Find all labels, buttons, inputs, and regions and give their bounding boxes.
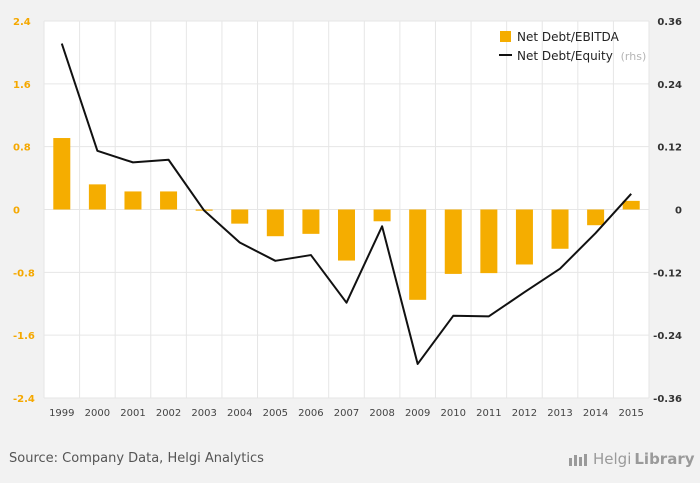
bar-1999 xyxy=(53,138,71,210)
bar-2011 xyxy=(480,209,498,274)
x-tick-label: 2005 xyxy=(263,408,288,419)
bar-2013 xyxy=(551,209,569,249)
x-tick-label: 2008 xyxy=(369,408,394,419)
bar-2006 xyxy=(302,209,320,234)
x-tick-label: 2011 xyxy=(476,408,501,419)
line-series xyxy=(60,43,632,365)
y-left-tick-label: -0.8 xyxy=(13,268,35,279)
y-right-tick-label: -0.24 xyxy=(653,331,682,342)
bar-2000 xyxy=(88,184,106,210)
y-right-tick-label: 0 xyxy=(675,206,682,217)
x-tick-label: 2002 xyxy=(156,408,181,419)
legend-swatch-bar xyxy=(500,31,511,42)
bar-series xyxy=(53,138,640,300)
y-left-tick-label: -1.6 xyxy=(13,331,35,342)
bar-2001 xyxy=(124,191,142,210)
bar-2004 xyxy=(231,209,249,224)
y-right-tick-label: -0.36 xyxy=(653,394,682,405)
x-tick-label: 1999 xyxy=(49,408,74,419)
x-tick-label: 2012 xyxy=(512,408,537,419)
x-tick-label: 2014 xyxy=(583,408,608,419)
bar-2009 xyxy=(409,209,427,300)
y-left-tick-label: 1.6 xyxy=(13,80,31,91)
x-tick-label: 2010 xyxy=(441,408,466,419)
legend-label-line-name: Net Debt/Equity xyxy=(517,49,613,63)
bar-2010 xyxy=(444,209,462,274)
bar-2002 xyxy=(160,191,178,210)
x-tick-label: 2004 xyxy=(227,408,252,419)
legend-label-bar: Net Debt/EBITDA xyxy=(517,30,620,44)
bar-2005 xyxy=(266,209,284,237)
source-note: Source: Company Data, Helgi Analytics xyxy=(9,451,264,466)
bar-2008 xyxy=(373,209,391,222)
y-left-tick-label: -2.4 xyxy=(13,394,35,405)
y-left-tick-label: 0.8 xyxy=(13,143,31,154)
legend-label-line-suffix: (rhs) xyxy=(621,50,647,63)
brand-logo: Helgi Library xyxy=(568,450,695,468)
brand-bold: Library xyxy=(634,450,695,468)
y-right-tick-label: 0.12 xyxy=(657,143,682,154)
x-tick-label: 2015 xyxy=(618,408,643,419)
x-tick-label: 2009 xyxy=(405,408,430,419)
bar-2007 xyxy=(338,209,355,261)
library-icon xyxy=(569,454,587,466)
grid-lines xyxy=(43,20,650,399)
legend-label-line: Net Debt/Equity (rhs) xyxy=(517,49,646,63)
y-right-tick-label: 0.24 xyxy=(657,80,682,91)
x-tick-label: 2000 xyxy=(85,408,110,419)
x-tick-label: 2006 xyxy=(298,408,323,419)
y-left-tick-label: 2.4 xyxy=(13,17,31,28)
x-tick-label: 2003 xyxy=(191,408,216,419)
bar-2014 xyxy=(587,209,605,226)
axes: 2.4 0.36 1.6 0.24 0.8 0.12 0 0 -0.8 -0.12 -1.6 -0.2… xyxy=(13,17,682,419)
y-right-tick-label: -0.12 xyxy=(653,268,682,279)
y-right-tick-label: 0.36 xyxy=(657,17,682,28)
y-left-tick-label: 0 xyxy=(13,206,20,217)
legend: Net Debt/EBITDA Net Debt/Equity (rhs) xyxy=(499,30,646,63)
x-tick-label: 2007 xyxy=(334,408,359,419)
bar-2015 xyxy=(622,200,640,210)
x-tick-label: 2013 xyxy=(547,408,572,419)
bar-2012 xyxy=(515,209,533,265)
x-tick-label: 2001 xyxy=(120,408,145,419)
brand-light: Helgi xyxy=(593,450,632,468)
